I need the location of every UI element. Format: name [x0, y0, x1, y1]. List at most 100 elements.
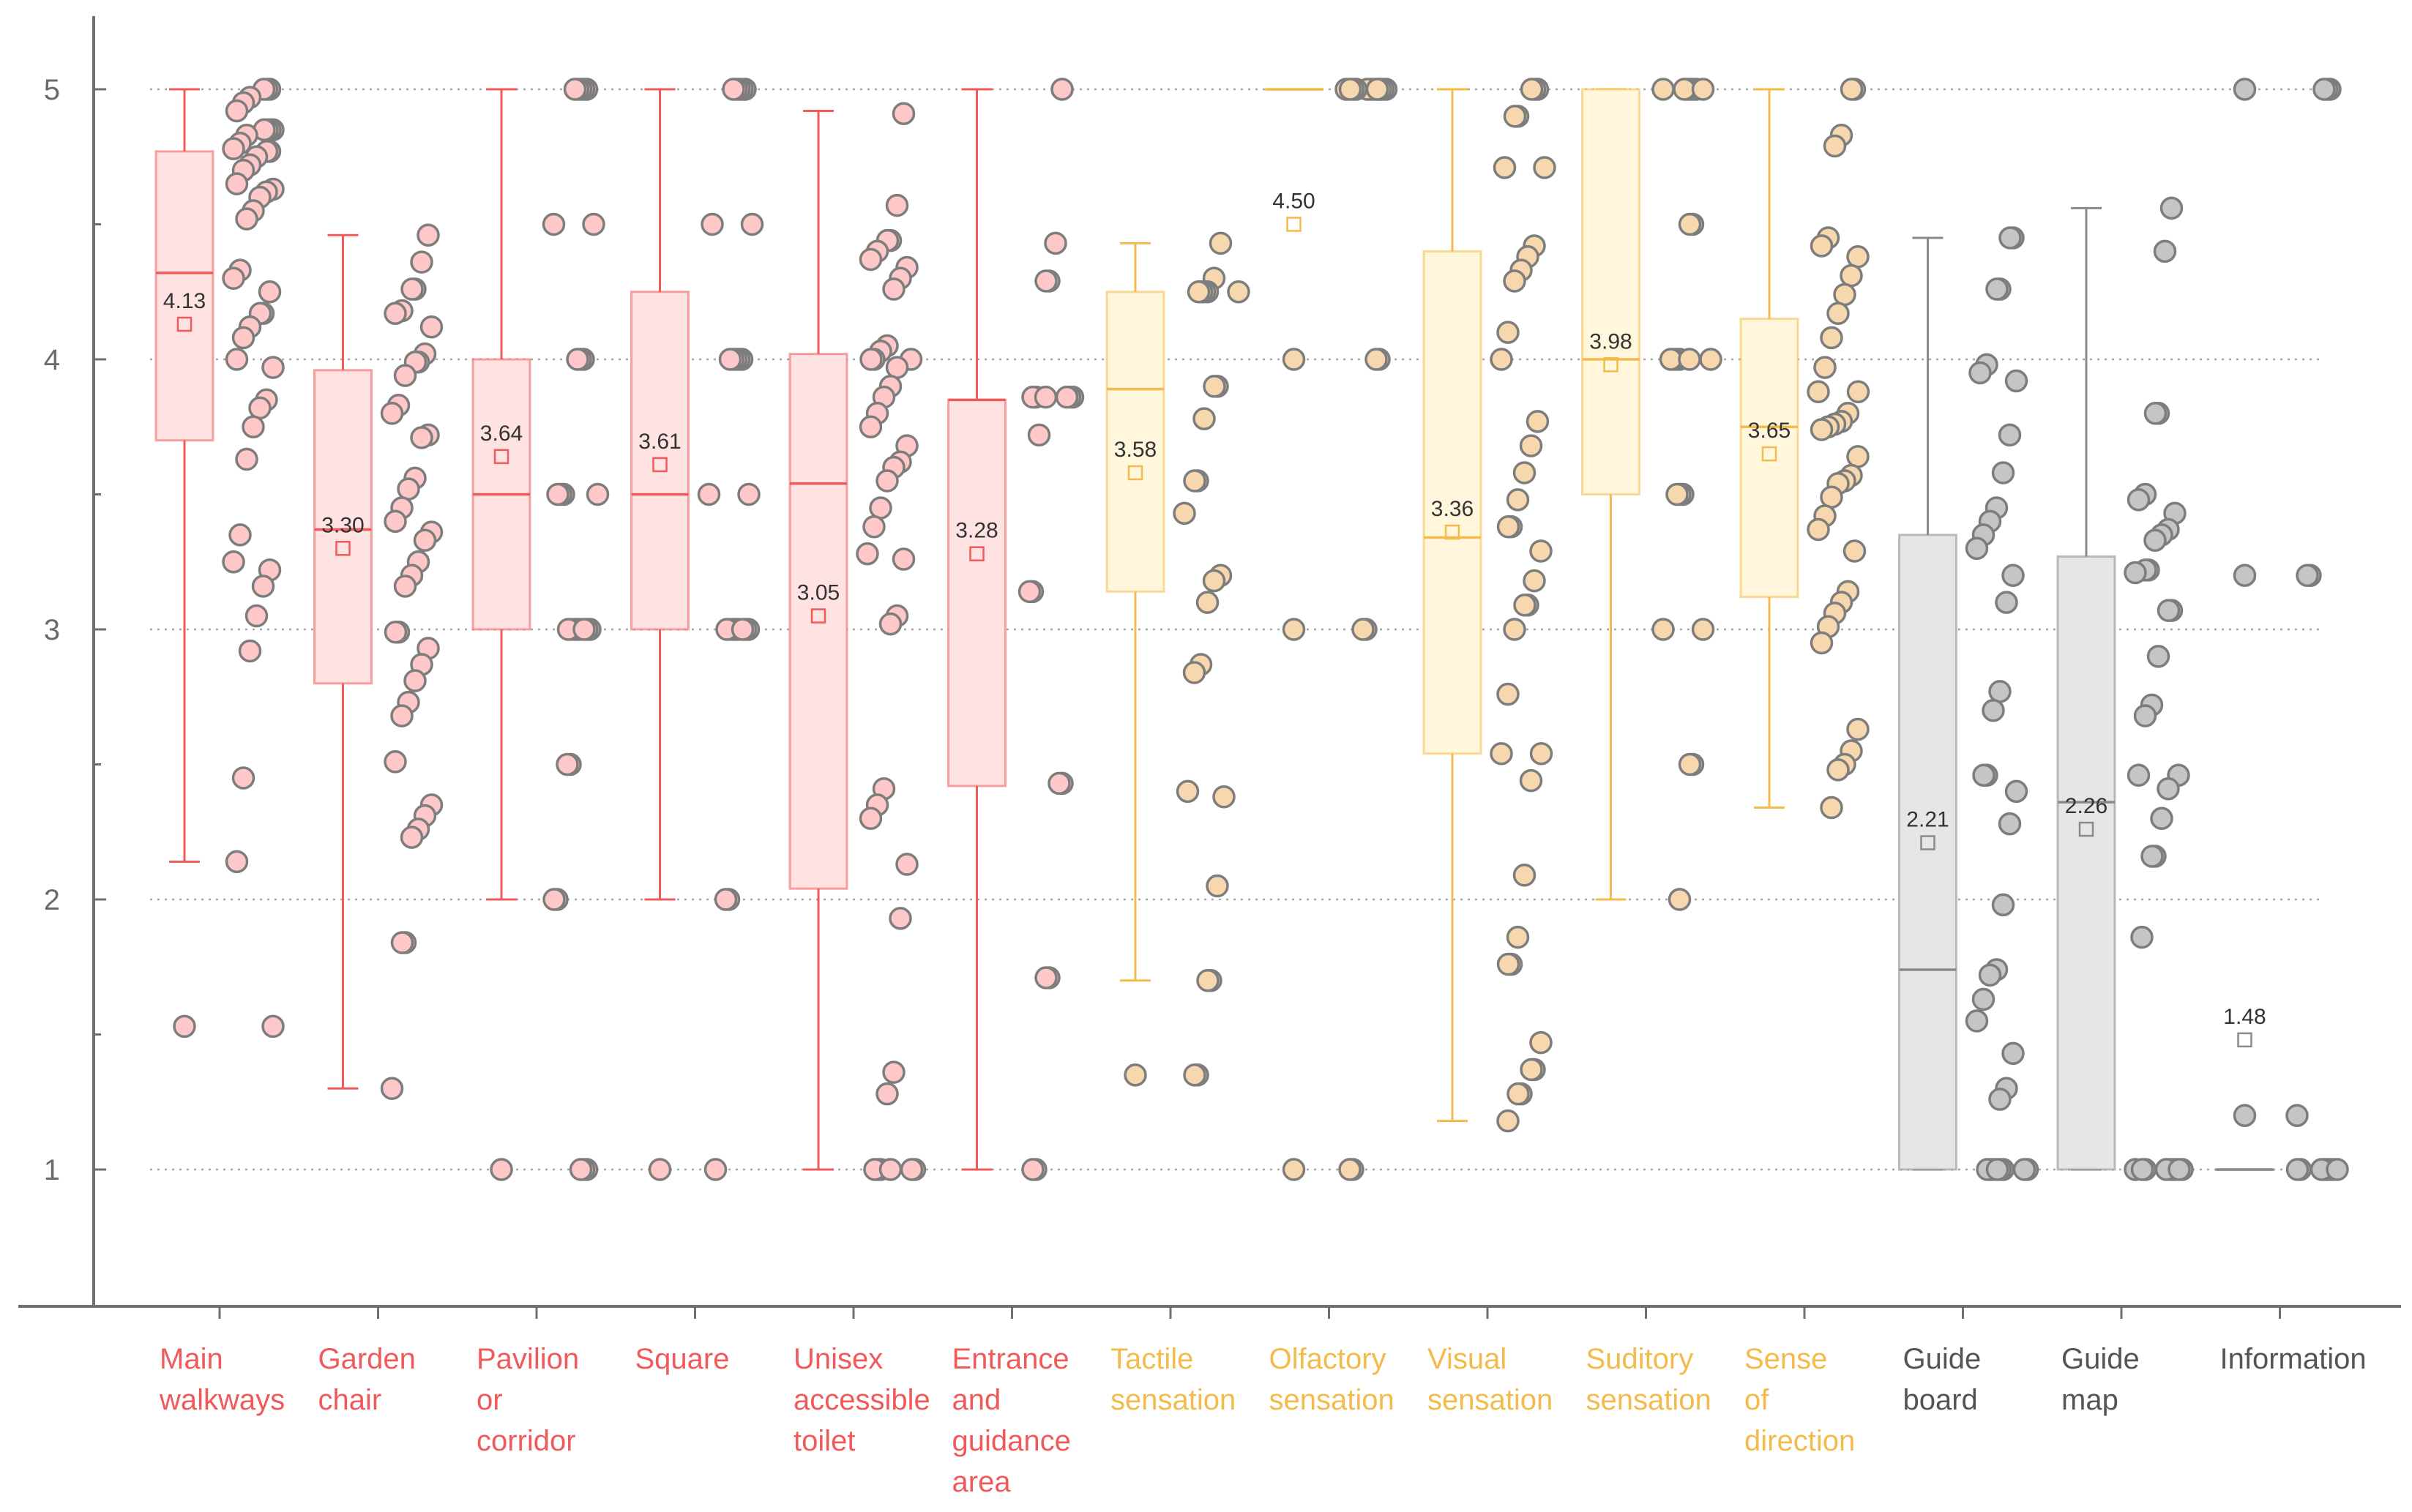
data-point: [1988, 1088, 2012, 1111]
data-point: [1826, 758, 1850, 782]
mean-marker: [1127, 465, 1143, 481]
data-point: [413, 528, 437, 552]
data-point: [1496, 1109, 1520, 1133]
data-point: [2133, 704, 2157, 727]
data-point: [1506, 1082, 1530, 1106]
data-point: [1998, 226, 2022, 250]
data-point: [251, 575, 275, 598]
box-entrance-and-guidance-area: [947, 398, 1007, 787]
x-tick-label-line: Olfactory: [1269, 1343, 1386, 1375]
data-point: [1810, 234, 1834, 258]
x-tick-label-line: Sense: [1744, 1343, 1827, 1375]
outlier-point: [648, 1158, 672, 1181]
data-point: [1490, 741, 1513, 766]
data-point: [703, 1158, 728, 1181]
x-tick-label-line: Visual: [1427, 1343, 1506, 1375]
data-point: [1965, 1009, 1989, 1033]
data-point: [856, 542, 879, 566]
data-point: [222, 137, 245, 160]
data-point: [1496, 682, 1520, 706]
x-tick-label-olfactory-sensation: Olfactory sensation: [1269, 1343, 1394, 1416]
outlier-point: [173, 1014, 196, 1038]
data-point: [2143, 528, 2167, 552]
data-point: [569, 1158, 593, 1181]
x-tick-label-line: of: [1744, 1384, 1769, 1416]
x-tick-label-entrance-and-guidance-area: Entrance and guidance area: [952, 1343, 1071, 1498]
mean-marker: [1920, 835, 1935, 850]
data-point: [1034, 269, 1058, 293]
data-point: [225, 850, 249, 874]
mean-label: 3.28: [955, 519, 998, 543]
data-point: [397, 477, 420, 501]
data-point: [1203, 375, 1226, 398]
x-tick-label-line: chair: [318, 1384, 382, 1416]
data-point: [1968, 361, 1992, 385]
data-point: [1496, 321, 1520, 344]
outlier-point: [490, 1158, 513, 1181]
data-point: [2127, 763, 2151, 787]
data-point: [242, 415, 265, 438]
mean-label: 3.05: [797, 581, 840, 605]
data-point: [1018, 580, 1042, 604]
data-point: [718, 348, 742, 371]
data-point: [2285, 1158, 2310, 1181]
outlier-point: [1124, 1063, 1147, 1087]
data-point: [384, 509, 407, 534]
data-point: [244, 604, 269, 628]
data-point: [1965, 536, 1989, 561]
data-point: [1846, 717, 1870, 741]
data-point: [2130, 1158, 2154, 1181]
x-tick-label-line: sensation: [1586, 1384, 1711, 1416]
data-point: [1678, 752, 1702, 776]
data-point: [1364, 348, 1388, 371]
axes: [18, 16, 2401, 1319]
data-point: [1998, 812, 2022, 836]
mean-label: 2.26: [2065, 794, 2107, 818]
data-point: [1493, 156, 1517, 179]
data-point: [1034, 966, 1058, 989]
data-point: [1206, 874, 1229, 898]
data-point: [722, 78, 745, 101]
data-point: [1665, 482, 1689, 506]
data-point: [2312, 78, 2336, 101]
data-point: [231, 766, 255, 790]
box-guide-board: [1898, 534, 1957, 1171]
data-point: [384, 620, 408, 644]
data-point: [2168, 1158, 2191, 1181]
x-tick-label-line: and: [952, 1384, 1001, 1416]
data-point: [1820, 485, 1843, 509]
x-tick-label-guide-map: Guide map: [2061, 1343, 2140, 1416]
x-tick-label-tactile-sensation: Tactile sensation: [1110, 1343, 1236, 1416]
mean-label: 3.30: [321, 513, 364, 537]
data-point: [885, 356, 909, 379]
tick-labels: 1 2 3 4 5 Main walkways Garden chair Pavilion or co…: [44, 74, 2367, 1498]
data-point: [1846, 245, 1870, 269]
gridlines: [150, 88, 2320, 1171]
data-point: [1351, 618, 1375, 641]
data-point: [900, 1158, 924, 1181]
data-point: [1227, 280, 1250, 304]
boxes: [154, 88, 2274, 1171]
data-point: [1529, 539, 1553, 563]
data-point: [542, 212, 566, 236]
x-tick-label-line: walkways: [159, 1384, 285, 1416]
x-tick-label-line: Unisex: [794, 1343, 883, 1375]
mean-marker: [2078, 821, 2094, 837]
x-tick-label-line: toilet: [794, 1425, 856, 1457]
mean-marker: [493, 449, 509, 465]
data-point: [1512, 461, 1537, 484]
x-tick-label-unisex-accessible-toilet: Unisex accessible toilet: [794, 1343, 930, 1457]
data-point: [1496, 515, 1520, 539]
box-visual-sensation: [1422, 250, 1482, 755]
data-point: [1176, 779, 1200, 804]
data-point: [859, 247, 883, 272]
data-point: [859, 348, 883, 371]
data-point: [882, 277, 906, 301]
data-point: [895, 853, 919, 876]
mean-label: 3.36: [1431, 497, 1474, 521]
mean-marker: [1286, 217, 1302, 232]
data-point: [2001, 1041, 2025, 1066]
data-point: [222, 550, 245, 574]
x-tick-label-line: Tactile: [1110, 1343, 1193, 1375]
data-point: [228, 523, 252, 547]
